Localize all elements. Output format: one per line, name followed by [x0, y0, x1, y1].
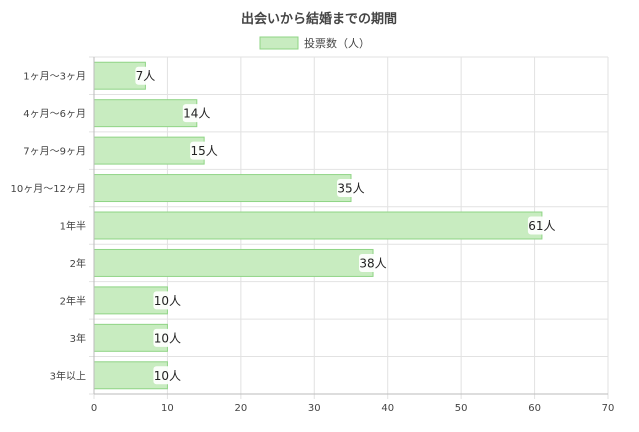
- bar[interactable]: [93, 99, 198, 128]
- category-label: 7ヶ月〜9ヶ月: [23, 146, 86, 158]
- category-label: 1ヶ月〜3ヶ月: [23, 71, 86, 83]
- x-tick-label: 50: [455, 403, 468, 414]
- data-label: 61人: [528, 219, 555, 233]
- data-labels: 7人 14人 15人 35人 61人 38人 10人 10人 10人: [135, 66, 556, 385]
- bar[interactable]: [93, 174, 352, 203]
- x-tick-label: 60: [528, 403, 541, 414]
- bar[interactable]: [93, 136, 205, 165]
- legend-swatch: [259, 36, 299, 50]
- bar[interactable]: [93, 211, 543, 240]
- x-tick-label: 70: [602, 403, 615, 414]
- legend[interactable]: 投票数（人）: [259, 36, 370, 50]
- data-label-background: [527, 216, 556, 235]
- data-label: 10人: [154, 331, 181, 345]
- x-tick-label: 40: [381, 403, 394, 414]
- chart-title: 出会いから結婚までの期間: [241, 11, 397, 27]
- category-label: 3年以上: [50, 369, 86, 382]
- data-label: 38人: [359, 256, 386, 270]
- x-tick-label: 10: [161, 403, 174, 414]
- data-label-background: [190, 141, 219, 160]
- data-label: 35人: [337, 182, 364, 196]
- data-label-background: [153, 366, 182, 385]
- category-label: 10ヶ月〜12ヶ月: [11, 183, 86, 195]
- data-label-background: [135, 66, 156, 85]
- data-label: 10人: [154, 369, 181, 383]
- data-label: 7人: [136, 69, 156, 83]
- data-label: 14人: [183, 107, 210, 121]
- data-label: 10人: [154, 294, 181, 308]
- x-tick-label: 30: [308, 403, 321, 414]
- category-label: 2年: [70, 257, 86, 270]
- x-tick-label: 20: [234, 403, 247, 414]
- x-axis: 0 10 20 30 40 50 60 70: [91, 393, 615, 414]
- category-label: 4ヶ月〜6ヶ月: [23, 108, 86, 120]
- data-label-background: [182, 104, 211, 123]
- category-label: 1年半: [60, 220, 86, 233]
- data-label-background: [359, 253, 388, 272]
- data-label: 15人: [191, 144, 218, 158]
- x-tick-label: 0: [91, 403, 97, 414]
- data-label-background: [153, 291, 182, 310]
- category-label: 3年: [70, 332, 86, 345]
- y-axis: 1ヶ月〜3ヶ月 4ヶ月〜6ヶ月 7ヶ月〜9ヶ月 10ヶ月〜12ヶ月 1年半 2年 2年半 3年…: [11, 57, 95, 394]
- category-label: 2年半: [60, 294, 86, 307]
- data-label-background: [337, 179, 365, 198]
- data-label-background: [153, 328, 182, 347]
- bar[interactable]: [93, 248, 374, 277]
- legend-label: 投票数（人）: [304, 36, 370, 50]
